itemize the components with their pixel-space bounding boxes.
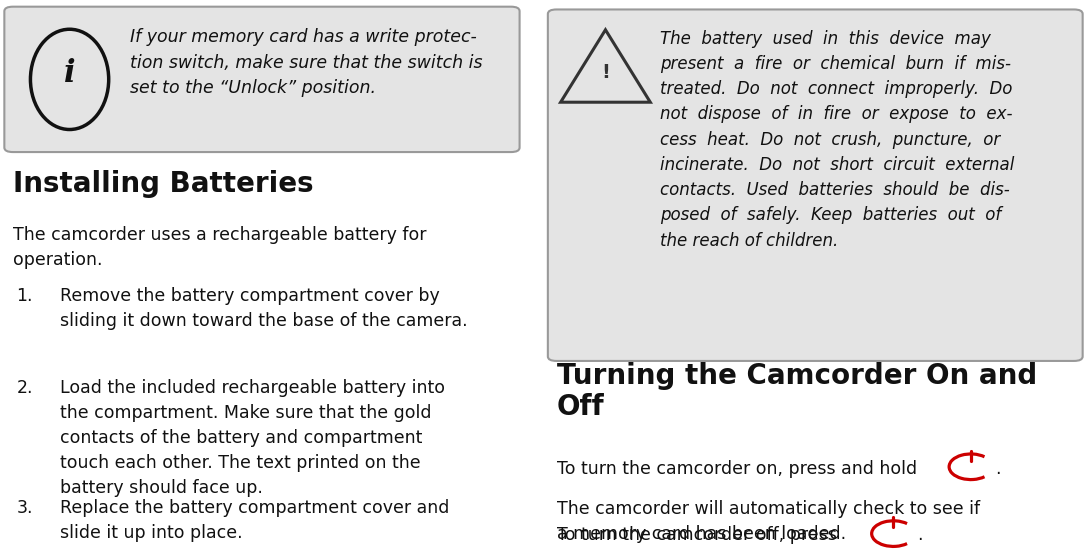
FancyBboxPatch shape: [548, 9, 1083, 361]
Text: i: i: [64, 58, 75, 89]
Text: Replace the battery compartment cover and
slide it up into place.: Replace the battery compartment cover an…: [60, 499, 449, 541]
Text: .: .: [995, 460, 1000, 477]
Text: The camcorder will automatically check to see if
a memory card has been loaded.: The camcorder will automatically check t…: [557, 500, 979, 543]
Text: The  battery  used  in  this  device  may
present  a  fire  or  chemical  burn  : The battery used in this device may pres…: [660, 30, 1014, 250]
Text: To turn the camcorder off, press: To turn the camcorder off, press: [557, 526, 842, 544]
Text: Remove the battery compartment cover by
sliding it down toward the base of the c: Remove the battery compartment cover by …: [60, 287, 467, 330]
Text: The camcorder uses a rechargeable battery for
operation.: The camcorder uses a rechargeable batter…: [13, 226, 426, 268]
Text: .: .: [917, 526, 923, 544]
FancyBboxPatch shape: [4, 7, 520, 152]
Text: If your memory card has a write protec-
tion switch, make sure that the switch i: If your memory card has a write protec- …: [130, 28, 483, 97]
Text: 1.: 1.: [16, 287, 33, 305]
Text: Load the included rechargeable battery into
the compartment. Make sure that the : Load the included rechargeable battery i…: [60, 379, 445, 497]
Text: 2.: 2.: [16, 379, 33, 397]
Text: Turning the Camcorder On and
Off: Turning the Camcorder On and Off: [557, 362, 1037, 421]
Text: To turn the camcorder on, press and hold: To turn the camcorder on, press and hold: [557, 460, 922, 477]
Text: Installing Batteries: Installing Batteries: [13, 170, 314, 198]
Text: 3.: 3.: [16, 499, 33, 516]
Text: !: !: [601, 63, 610, 82]
